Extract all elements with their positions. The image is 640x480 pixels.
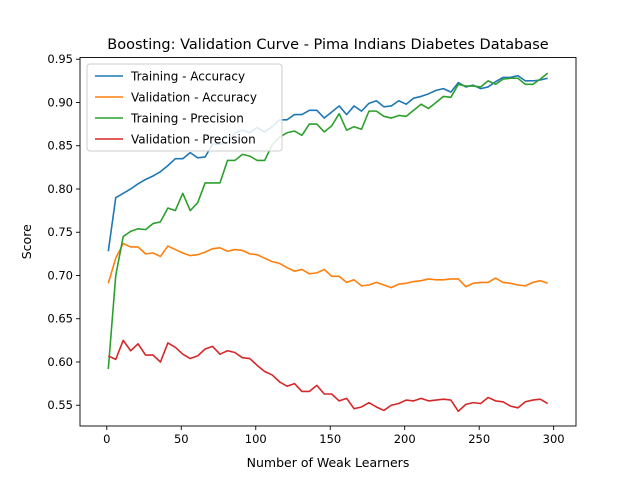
x-tick-label: 100 [245, 432, 267, 446]
legend-label-validation-accuracy: Validation - Accuracy [131, 91, 257, 105]
y-tick-label: 0.90 [47, 95, 73, 109]
y-tick-label: 0.95 [47, 52, 73, 66]
legend-label-training-accuracy: Training - Accuracy [130, 70, 245, 84]
series-line-validation-accuracy [107, 242, 548, 289]
series-line-training-precision [107, 72, 549, 369]
y-tick-label: 0.80 [47, 182, 73, 196]
y-tick-label: 0.75 [47, 225, 73, 239]
y-axis: 0.55 0.60 0.65 0.70 0.75 0.80 0.85 0.90 0.95 [47, 52, 80, 412]
y-tick-label: 0.70 [47, 268, 73, 282]
legend: Training - Accuracy Validation - Accuracy… [86, 63, 283, 152]
x-axis: 0 50 100 150 200 250 300 [103, 426, 565, 446]
y-tick-label: 0.65 [47, 312, 73, 326]
x-tick-label: 250 [468, 432, 490, 446]
y-tick-label: 0.60 [47, 355, 73, 369]
y-tick-label: 0.55 [47, 398, 73, 412]
x-tick-label: 50 [174, 432, 189, 446]
x-axis-label: Number of Weak Learners [247, 455, 410, 470]
legend-label-validation-precision: Validation - Precision [131, 133, 256, 147]
x-tick-label: 200 [394, 432, 416, 446]
series-lines [107, 72, 549, 413]
legend-label-training-precision: Training - Precision [130, 112, 244, 126]
x-tick-label: 300 [543, 432, 565, 446]
y-axis-label: Score [19, 224, 34, 259]
y-tick-label: 0.85 [47, 139, 73, 153]
x-tick-label: 0 [103, 432, 110, 446]
legend-box [86, 63, 283, 152]
series-line-validation-precision [107, 339, 549, 413]
x-tick-label: 150 [319, 432, 341, 446]
axes-frame [79, 57, 577, 427]
chart-title: Boosting: Validation Curve - Pima Indian… [107, 37, 549, 53]
